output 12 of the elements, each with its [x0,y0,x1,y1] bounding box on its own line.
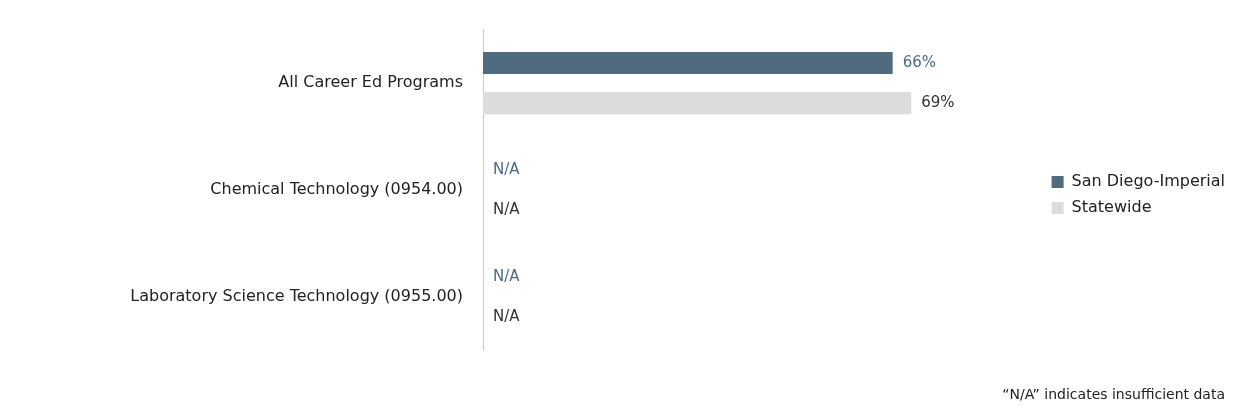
legend-label: Statewide [1071,197,1152,217]
legend-label: San Diego-Imperial [1071,171,1225,191]
text: N/A [493,199,520,218]
text: N/A [493,306,520,325]
y-tick-label: Chemical Technology (0954.00) [210,179,463,199]
text: N/A [493,159,520,178]
data-label: 69% [921,93,955,112]
text: “N/A” indicates insufficient data [1002,386,1225,402]
text: N/A [493,266,520,285]
data-label: 66% [902,52,936,71]
y-tick-label: Laboratory Science Technology (0955.00) [130,286,463,306]
y-tick-label: All Career Ed Programs [278,72,463,92]
